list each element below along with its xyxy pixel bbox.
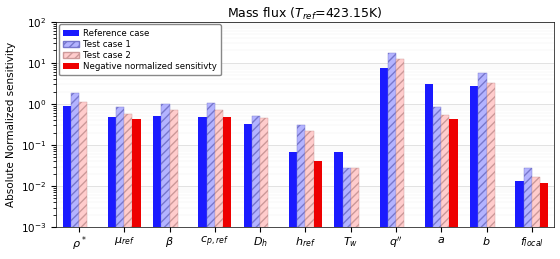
- Bar: [305, 131, 314, 259]
- Bar: [478, 74, 487, 259]
- Bar: [124, 114, 132, 259]
- Bar: [153, 116, 161, 259]
- Bar: [63, 106, 71, 259]
- Bar: [433, 107, 441, 259]
- Bar: [540, 183, 548, 259]
- Bar: [223, 117, 231, 259]
- Bar: [161, 104, 170, 259]
- Bar: [388, 53, 396, 259]
- Y-axis label: Absolute Normalized sensitivity: Absolute Normalized sensitivity: [6, 42, 16, 207]
- Bar: [516, 181, 524, 259]
- Bar: [487, 83, 494, 259]
- Bar: [441, 114, 449, 259]
- Bar: [351, 168, 359, 259]
- Bar: [116, 107, 124, 259]
- Bar: [71, 93, 79, 259]
- Bar: [289, 152, 297, 259]
- Bar: [396, 59, 404, 259]
- Bar: [170, 110, 178, 259]
- Bar: [470, 85, 478, 259]
- Bar: [207, 103, 215, 259]
- Bar: [343, 168, 351, 259]
- Bar: [260, 118, 268, 259]
- Bar: [425, 84, 433, 259]
- Bar: [314, 161, 321, 259]
- Bar: [215, 110, 223, 259]
- Bar: [297, 125, 305, 259]
- Bar: [252, 116, 260, 259]
- Bar: [108, 117, 116, 259]
- Bar: [132, 119, 141, 259]
- Legend: Reference case, Test case 1, Test case 2, Negative normalized sensitivty: Reference case, Test case 1, Test case 2…: [59, 24, 221, 75]
- Bar: [380, 68, 388, 259]
- Bar: [244, 124, 252, 259]
- Bar: [532, 177, 540, 259]
- Bar: [524, 168, 532, 259]
- Bar: [79, 102, 87, 259]
- Bar: [198, 117, 207, 259]
- Bar: [449, 119, 458, 259]
- Title: Mass flux ($T_{ref}$=423.15K): Mass flux ($T_{ref}$=423.15K): [227, 5, 383, 22]
- Bar: [334, 152, 343, 259]
